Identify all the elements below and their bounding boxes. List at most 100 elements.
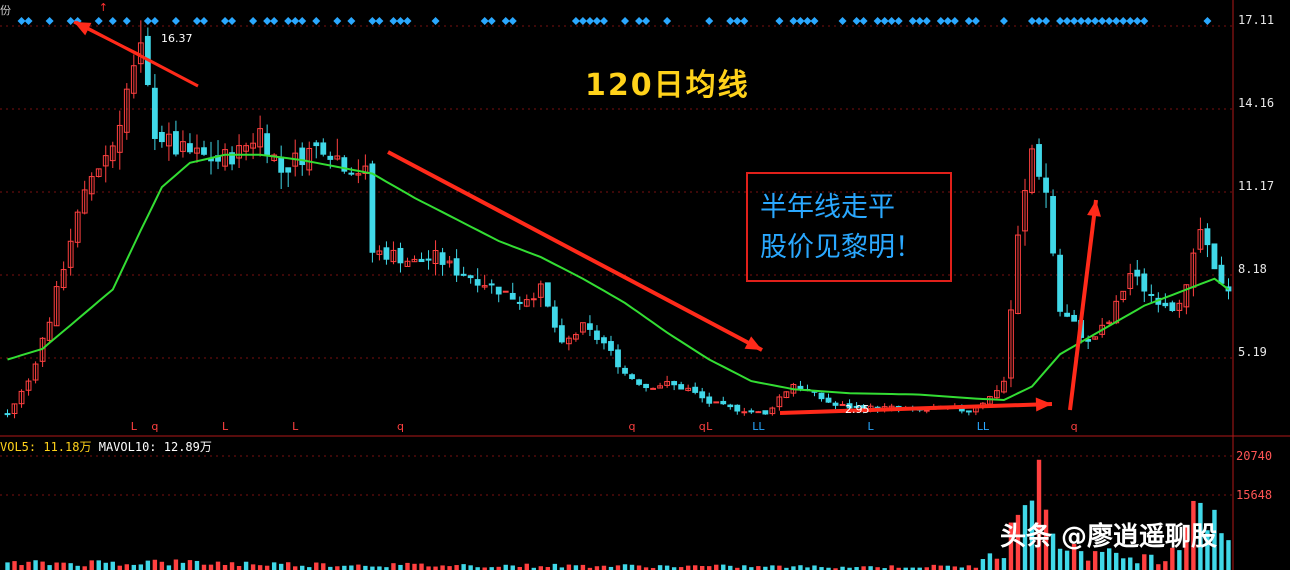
- candle-body: [299, 147, 306, 166]
- volume-bars: [5, 459, 1231, 570]
- candle-body: [1218, 264, 1225, 284]
- candle-body: [615, 349, 621, 368]
- candle-body: [109, 145, 116, 162]
- trend-arrow-flat-head: [1035, 397, 1052, 412]
- signal-letter: L: [131, 420, 138, 433]
- volume-bar: [250, 564, 256, 570]
- candle-body: [446, 260, 453, 264]
- signal-diamond: [192, 17, 201, 25]
- volume-bar: [861, 566, 866, 570]
- candle-body: [580, 322, 586, 333]
- volume-bar: [5, 562, 10, 570]
- volume-bar: [1107, 548, 1112, 570]
- volume-bar: [791, 566, 796, 570]
- candle-body: [74, 211, 81, 243]
- signal-diamond: [480, 17, 489, 25]
- volume-bar: [1022, 505, 1028, 570]
- signal-diamond: [1126, 17, 1135, 25]
- candle-body: [4, 413, 11, 416]
- candle-body: [1022, 190, 1028, 232]
- volume-bar: [1142, 554, 1147, 570]
- signal-diamond: [312, 17, 321, 25]
- volume-bar: [1135, 563, 1140, 570]
- candle-body: [636, 379, 642, 385]
- volume-bar: [1184, 526, 1189, 570]
- volume-bar: [959, 567, 965, 570]
- signal-diamond: [431, 17, 440, 25]
- signal-diamond: [1056, 17, 1065, 25]
- candle-body: [222, 149, 228, 167]
- candle-body: [965, 410, 972, 413]
- signal-diamond: [999, 17, 1008, 25]
- volume-bar: [882, 568, 887, 570]
- signal-diamond: [1084, 17, 1093, 25]
- volume-bar: [201, 564, 207, 570]
- candle-body: [1169, 302, 1176, 312]
- volume-bar: [868, 566, 873, 570]
- volume-bar: [335, 566, 340, 570]
- volume-bar: [1114, 552, 1119, 570]
- signal-diamond: [887, 17, 896, 25]
- volume-tick: 20740: [1236, 449, 1273, 463]
- volume-bar: [356, 564, 361, 570]
- volume-bar: [271, 562, 277, 570]
- candle-body: [11, 403, 18, 414]
- candle-body: [994, 390, 1000, 399]
- candle-body: [572, 334, 579, 340]
- volume-bar: [973, 567, 979, 570]
- candle-body: [720, 400, 727, 405]
- volume-bar: [321, 563, 326, 570]
- candle-body: [1092, 336, 1099, 340]
- candle-body: [769, 407, 776, 415]
- volume-bar: [580, 564, 586, 570]
- candle-body: [60, 269, 67, 289]
- signal-diamond: [950, 17, 959, 25]
- signal-diamond: [270, 17, 279, 25]
- signal-diamond: [894, 17, 903, 25]
- candle-body: [376, 250, 383, 255]
- trend-arrow-up-head: [1087, 200, 1101, 217]
- volume-bar: [447, 566, 452, 570]
- candle-body: [67, 240, 74, 268]
- signal-letter: q: [1071, 420, 1078, 433]
- signal-diamond: [810, 17, 819, 25]
- candle-body: [130, 65, 137, 94]
- candle-body: [783, 391, 790, 399]
- volume-bar: [61, 562, 66, 570]
- candle-body: [516, 301, 523, 304]
- volume-bar: [103, 562, 108, 570]
- volume-bar: [243, 561, 249, 570]
- volume-bar: [531, 567, 536, 570]
- volume-bar: [1156, 564, 1161, 570]
- candle-body: [692, 386, 699, 393]
- signal-diamond: [1070, 17, 1079, 25]
- candle-body: [523, 299, 530, 307]
- candle-body: [846, 403, 853, 409]
- candle-body: [671, 381, 678, 386]
- volume-bar: [1036, 459, 1042, 570]
- candle-body: [236, 145, 242, 159]
- volume-bar: [433, 566, 438, 570]
- volume-bar: [54, 562, 59, 570]
- signal-diamond: [599, 17, 608, 25]
- candle-body: [264, 133, 271, 155]
- signal-diamond: [108, 17, 117, 25]
- candle-body: [341, 157, 348, 172]
- candle-body: [727, 404, 734, 408]
- volume-bar: [896, 567, 901, 570]
- volume-bar: [629, 564, 635, 570]
- volume-bar: [1170, 547, 1175, 570]
- volume-bar: [1064, 550, 1070, 570]
- signal-diamond: [571, 17, 580, 25]
- candle-body: [32, 363, 39, 381]
- candle-body: [46, 321, 53, 341]
- candle-body: [95, 168, 102, 177]
- candle-body: [53, 286, 60, 327]
- candle-body: [425, 258, 432, 261]
- candle-body: [741, 411, 748, 414]
- signal-diamond: [852, 17, 861, 25]
- signal-diamond: [228, 17, 237, 25]
- candle-body: [530, 298, 537, 301]
- candle-body: [397, 247, 404, 264]
